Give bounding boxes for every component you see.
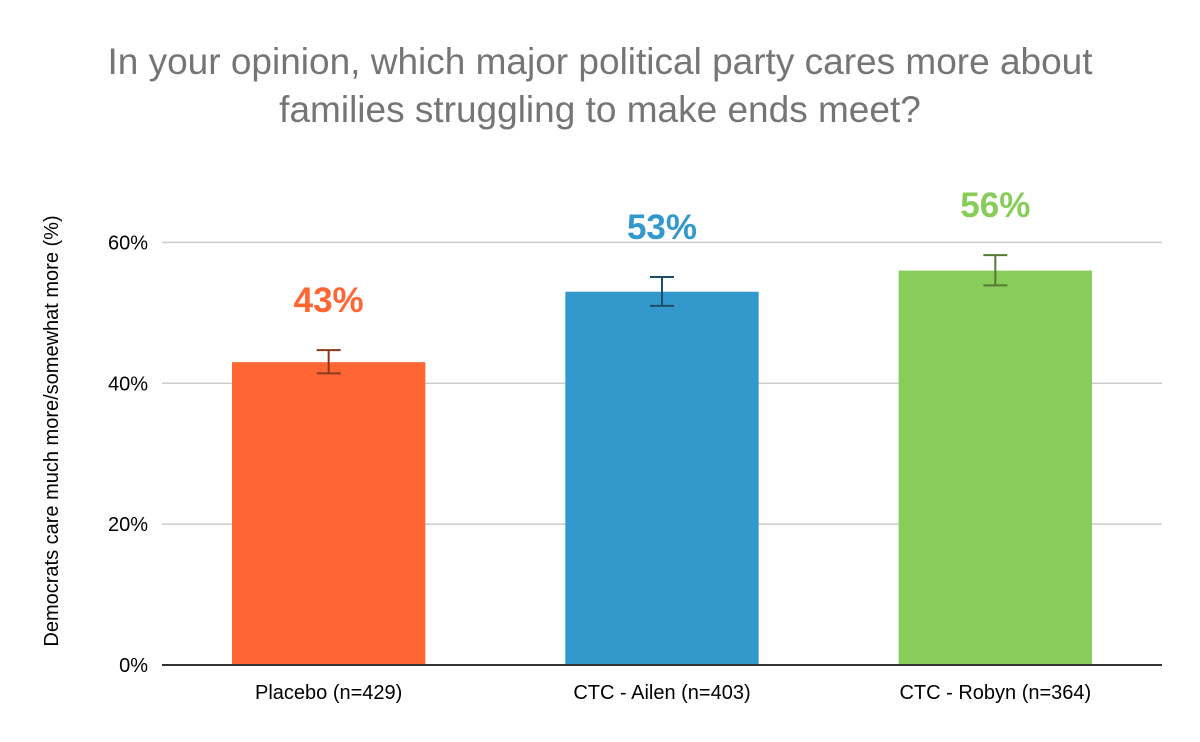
bar: [565, 291, 759, 665]
y-axis-label: Democrats care much more/somewhat more (…: [41, 215, 63, 646]
data-label: 43%: [294, 281, 364, 320]
data-labels: 43% 53% 56%: [294, 186, 1031, 320]
data-label: 56%: [960, 186, 1030, 225]
x-tick-label: CTC - Robyn (n=364): [899, 682, 1091, 704]
bar: [898, 270, 1092, 665]
y-tick-label: 20%: [108, 514, 148, 536]
x-tick-label: CTC - Ailen (n=403): [573, 682, 750, 704]
chart-title-line-2: families struggling to make ends meet?: [279, 89, 921, 130]
chart-title-line-1: In your opinion, which major political p…: [107, 41, 1093, 82]
axes: 0% 20% 40% 60% Placebo (n=429) CTC - Ailen (n…: [108, 232, 1162, 704]
y-tick-label: 40%: [108, 373, 148, 395]
x-tick-label: Placebo (n=429): [255, 682, 402, 704]
bars: [232, 270, 1092, 665]
bar: [232, 362, 426, 665]
error-bars: [316, 254, 1008, 375]
y-tick-label: 0%: [119, 655, 148, 677]
chart-title: In your opinion, which major political p…: [0, 38, 1200, 134]
data-label: 53%: [627, 208, 697, 247]
y-tick-label: 60%: [108, 232, 148, 254]
